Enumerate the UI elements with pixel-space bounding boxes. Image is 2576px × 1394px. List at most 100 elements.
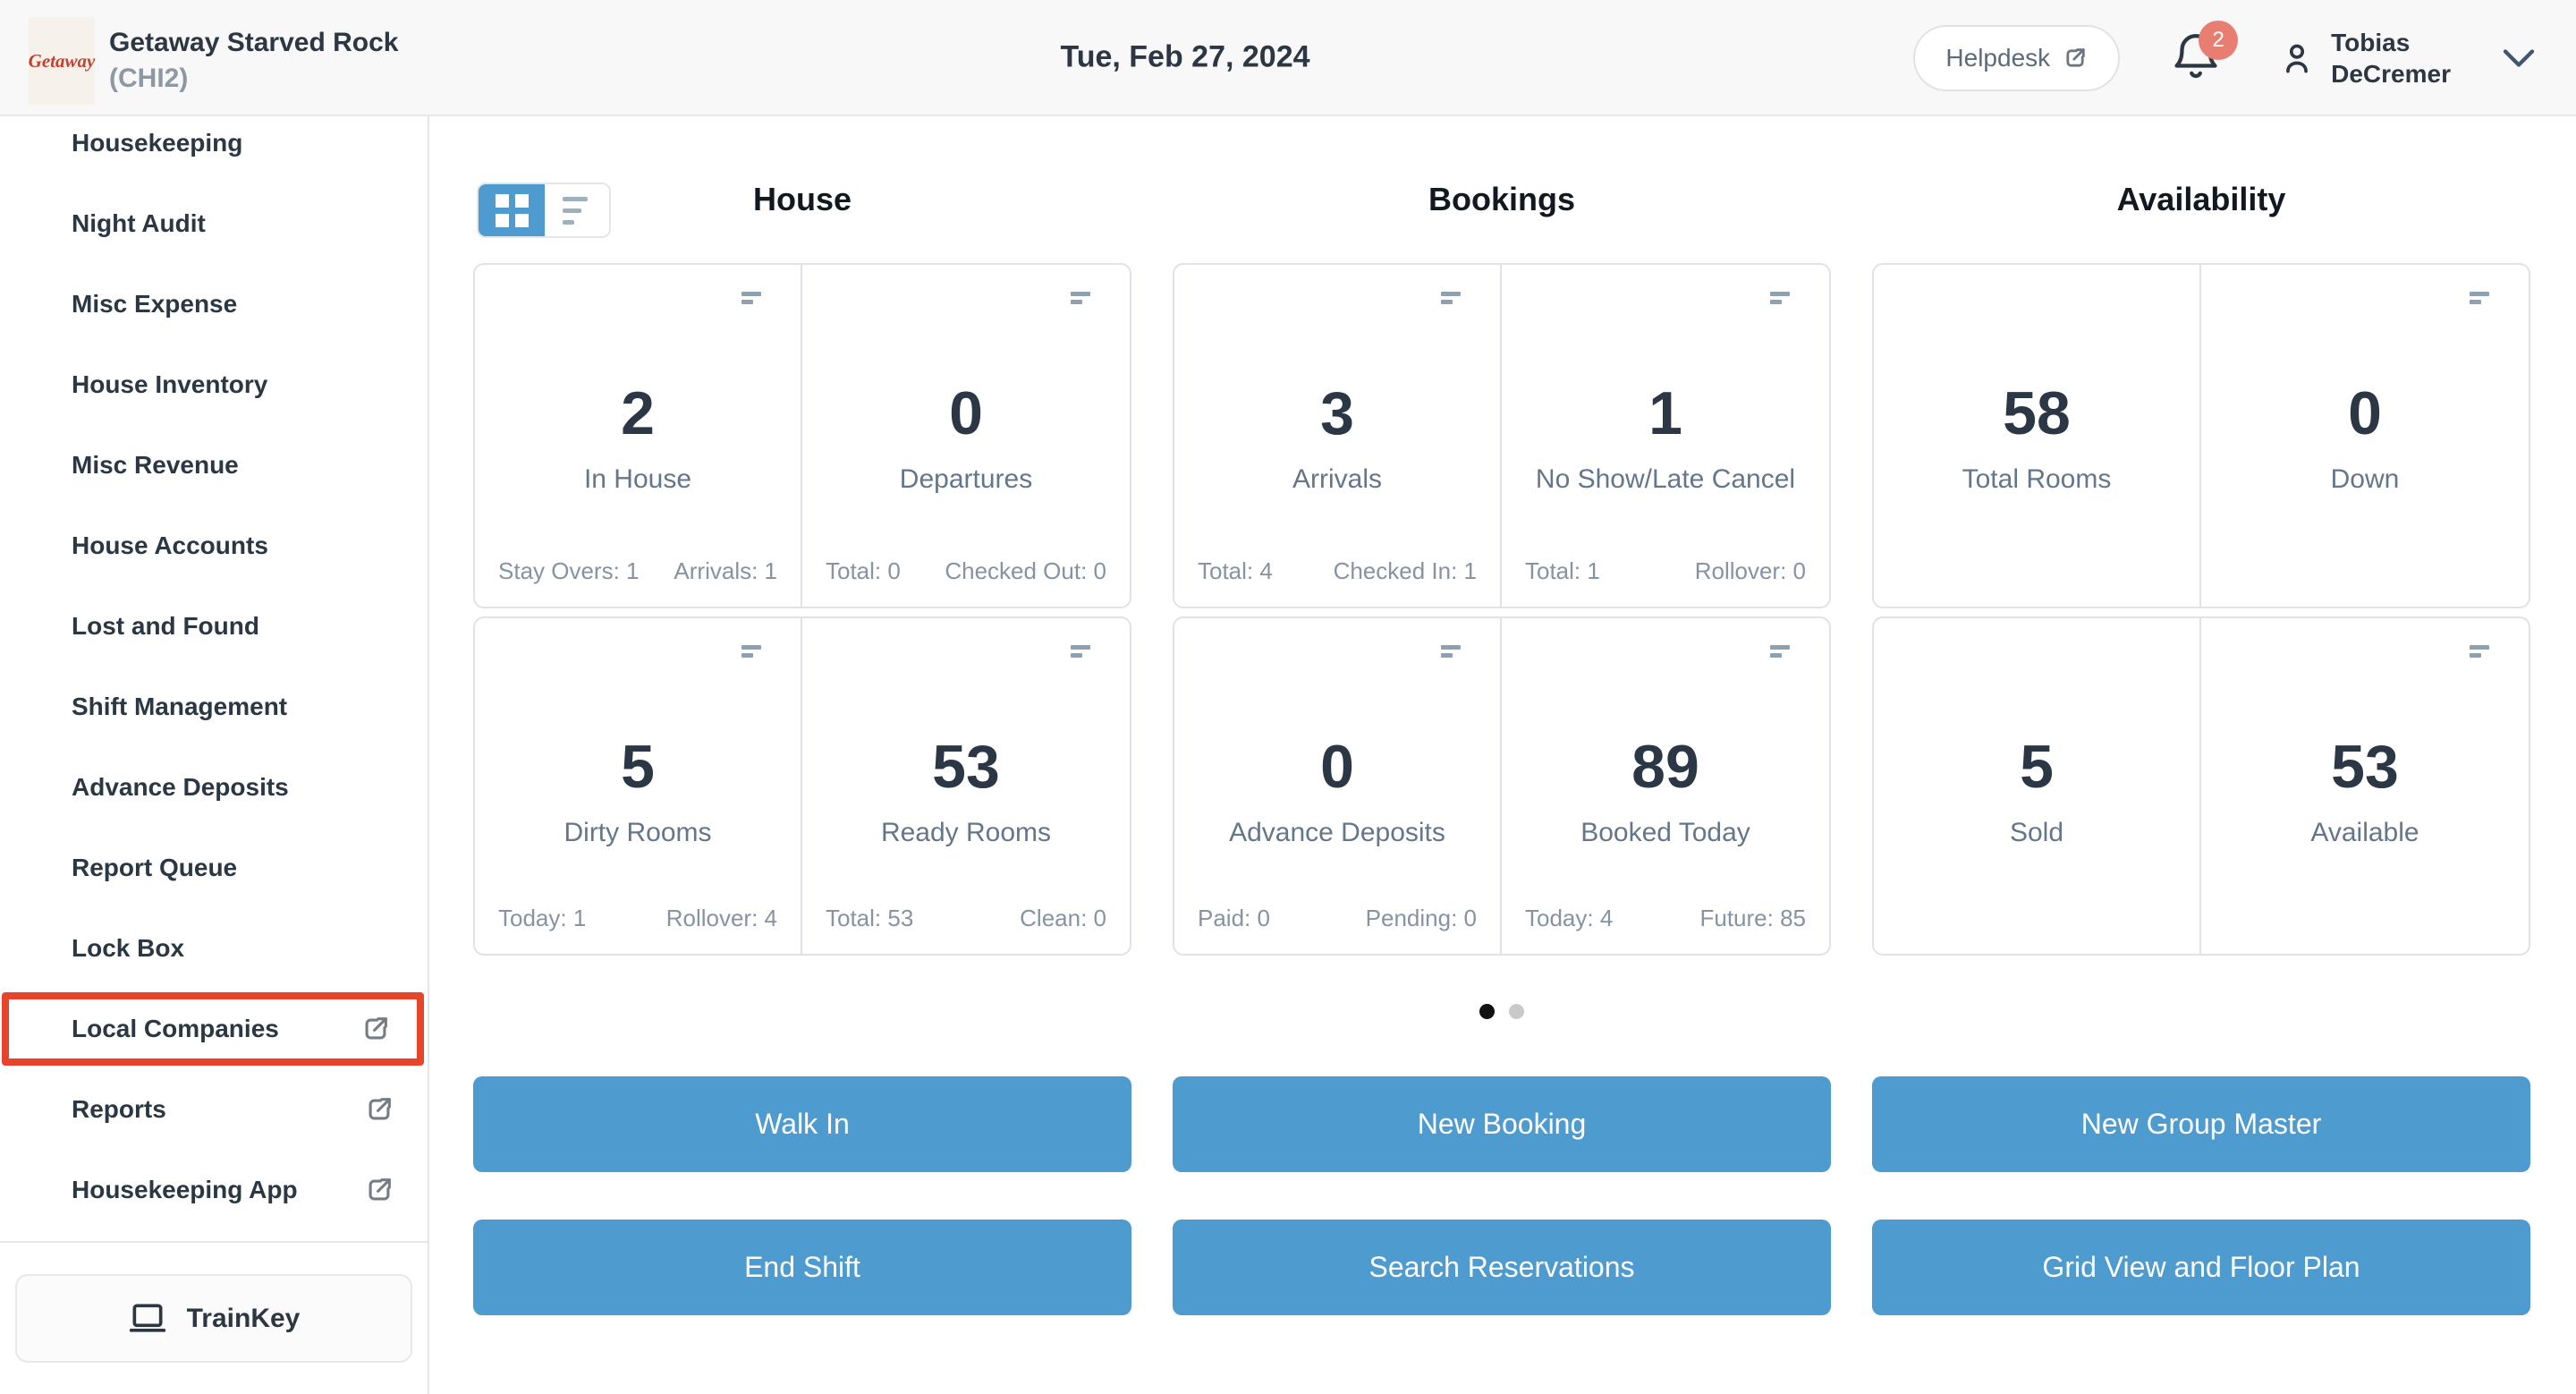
- card-row: 5 Sold 53 Available: [1872, 616, 2530, 956]
- stat-card-departures[interactable]: 0 Departures Total: 0 Checked Out: 0: [802, 265, 1130, 607]
- sidebar-item-report-queue[interactable]: Report Queue: [0, 828, 428, 908]
- stat-card-arrivals[interactable]: 3 Arrivals Total: 4 Checked In: 1: [1174, 265, 1502, 607]
- card-row: 0 Advance Deposits Paid: 0 Pending: 0 89…: [1173, 616, 1831, 956]
- stat-footer: Today: 4 Future: 85: [1502, 905, 1829, 932]
- stat-left: Today: 1: [498, 905, 587, 931]
- app-header: Getaway Getaway Starved Rock (CHI2) Tue,…: [0, 0, 2576, 116]
- list-view-button[interactable]: [545, 184, 609, 236]
- stat-card-in-house[interactable]: 2 In House Stay Overs: 1 Arrivals: 1: [475, 265, 802, 607]
- card-menu-icon[interactable]: [2470, 292, 2489, 304]
- pagination-dot[interactable]: [1509, 1004, 1524, 1019]
- stat-label: Arrivals: [1292, 464, 1382, 494]
- card-menu-icon[interactable]: [1441, 645, 1461, 658]
- stat-left: Stay Overs: 1: [498, 557, 640, 584]
- card-menu-icon[interactable]: [1071, 292, 1090, 304]
- stat-label: In House: [583, 464, 692, 494]
- stat-left: Total: 1: [1525, 557, 1600, 584]
- stat-right: Arrivals: 1: [674, 557, 777, 584]
- stat-value: 89: [1631, 733, 1699, 801]
- sidebar-footer: TrainKey: [0, 1241, 428, 1394]
- end-shift-button[interactable]: End Shift: [473, 1220, 1131, 1315]
- grid-view-floor-plan-button[interactable]: Grid View and Floor Plan: [1872, 1220, 2530, 1315]
- stat-right: Clean: 0: [1020, 905, 1106, 931]
- stat-left: Total: 0: [826, 557, 901, 584]
- sidebar-item-lost-and-found[interactable]: Lost and Found: [0, 586, 428, 667]
- stat-footer: Total: 4 Checked In: 1: [1174, 557, 1500, 585]
- card-row: 2 In House Stay Overs: 1 Arrivals: 1 0 D…: [473, 263, 1131, 608]
- sidebar-item-shift-management[interactable]: Shift Management: [0, 667, 428, 747]
- card-menu-icon[interactable]: [741, 645, 761, 658]
- helpdesk-label: Helpdesk: [1945, 44, 2051, 72]
- card-row: 3 Arrivals Total: 4 Checked In: 1 1 No S…: [1173, 263, 1831, 608]
- new-group-master-button[interactable]: New Group Master: [1872, 1076, 2530, 1172]
- stat-label: Ready Rooms: [880, 818, 1052, 847]
- trainkey-button[interactable]: TrainKey: [15, 1274, 412, 1363]
- stat-left: Total: 53: [826, 905, 914, 931]
- sidebar-item-house-accounts[interactable]: House Accounts: [0, 506, 428, 586]
- brand-area: Getaway Getaway Starved Rock (CHI2): [29, 17, 398, 105]
- stat-card-available[interactable]: 53 Available: [2201, 618, 2529, 954]
- external-link-icon: [364, 1094, 394, 1125]
- sidebar-item-label: Lost and Found: [72, 612, 259, 640]
- card-menu-icon[interactable]: [1770, 645, 1790, 658]
- stat-card-dirty-rooms[interactable]: 5 Dirty Rooms Today: 1 Rollover: 4: [475, 618, 802, 954]
- stat-value: 58: [2003, 379, 2071, 447]
- sidebar-item-local-companies[interactable]: Local Companies: [2, 992, 424, 1066]
- sidebar: Housekeeping Night Audit Misc Expense Ho…: [0, 116, 429, 1394]
- user-name: Tobias DeCremer: [2331, 27, 2451, 89]
- pagination-dot-active[interactable]: [1479, 1004, 1495, 1019]
- user-menu[interactable]: Tobias DeCremer: [2277, 27, 2537, 89]
- stat-label: Departures: [899, 464, 1033, 494]
- stat-card-down[interactable]: 0 Down: [2201, 265, 2529, 607]
- sidebar-item-night-audit[interactable]: Night Audit: [0, 183, 428, 264]
- notification-badge: 2: [2199, 21, 2239, 60]
- stat-card-sold[interactable]: 5 Sold: [1874, 618, 2201, 954]
- stat-card-booked-today[interactable]: 89 Booked Today Today: 4 Future: 85: [1502, 618, 1829, 954]
- card-menu-icon[interactable]: [2470, 645, 2489, 658]
- grid-view-button[interactable]: [479, 184, 545, 236]
- stat-footer: Total: 1 Rollover: 0: [1502, 557, 1829, 585]
- card-row: 58 Total Rooms 0 Down: [1872, 263, 2530, 608]
- card-menu-icon[interactable]: [1071, 645, 1090, 658]
- sidebar-item-label: Misc Expense: [72, 290, 238, 318]
- sidebar-item-reports[interactable]: Reports: [0, 1069, 428, 1150]
- sidebar-item-housekeeping-app[interactable]: Housekeeping App: [0, 1150, 428, 1230]
- card-menu-icon[interactable]: [741, 292, 761, 304]
- stat-card-total-rooms[interactable]: 58 Total Rooms: [1874, 265, 2201, 607]
- trainkey-label: TrainKey: [186, 1303, 301, 1333]
- sidebar-item-housekeeping[interactable]: Housekeeping: [0, 103, 428, 183]
- stat-footer: Today: 1 Rollover: 4: [475, 905, 801, 932]
- sidebar-item-label: Lock Box: [72, 934, 185, 962]
- stat-card-ready-rooms[interactable]: 53 Ready Rooms Total: 53 Clean: 0: [802, 618, 1130, 954]
- walk-in-button[interactable]: Walk In: [473, 1076, 1131, 1172]
- sidebar-item-house-inventory[interactable]: House Inventory: [0, 344, 428, 425]
- stat-right: Checked In: 1: [1333, 557, 1477, 584]
- helpdesk-button[interactable]: Helpdesk: [1913, 25, 2121, 91]
- notifications-button[interactable]: 2: [2170, 21, 2239, 87]
- new-booking-button[interactable]: New Booking: [1173, 1076, 1831, 1172]
- stat-value: 53: [2331, 733, 2399, 801]
- card-menu-icon[interactable]: [1441, 292, 1461, 304]
- column-bookings: Bookings 3 Arrivals Total: 4 Checked In:…: [1173, 170, 1831, 1315]
- sidebar-item-label: Advance Deposits: [72, 773, 289, 801]
- stat-card-no-show-late-cancel[interactable]: 1 No Show/Late Cancel Total: 1 Rollover:…: [1502, 265, 1829, 607]
- column-house: House 2 In House Stay Overs: 1 Arrivals:…: [473, 170, 1131, 1315]
- stat-card-advance-deposits[interactable]: 0 Advance Deposits Paid: 0 Pending: 0: [1174, 618, 1502, 954]
- stat-value: 0: [1320, 733, 1354, 801]
- stat-right: Checked Out: 0: [945, 557, 1106, 584]
- search-reservations-button[interactable]: Search Reservations: [1173, 1220, 1831, 1315]
- sidebar-item-lock-box[interactable]: Lock Box: [0, 908, 428, 989]
- chevron-down-icon[interactable]: [2501, 47, 2537, 70]
- sidebar-item-advance-deposits[interactable]: Advance Deposits: [0, 747, 428, 828]
- stat-left: Today: 4: [1525, 905, 1614, 931]
- sidebar-item-label: Night Audit: [72, 209, 206, 237]
- stat-value: 0: [2348, 379, 2382, 447]
- stat-label: Advance Deposits: [1229, 818, 1445, 847]
- sidebar-item-misc-revenue[interactable]: Misc Revenue: [0, 425, 428, 506]
- business-date: Tue, Feb 27, 2024: [1060, 39, 1310, 74]
- card-menu-icon[interactable]: [1770, 292, 1790, 304]
- sidebar-item-misc-expense[interactable]: Misc Expense: [0, 264, 428, 344]
- sidebar-item-label: House Inventory: [72, 370, 268, 398]
- stat-footer: Stay Overs: 1 Arrivals: 1: [475, 557, 801, 585]
- card-row: 5 Dirty Rooms Today: 1 Rollover: 4 53 Re…: [473, 616, 1131, 956]
